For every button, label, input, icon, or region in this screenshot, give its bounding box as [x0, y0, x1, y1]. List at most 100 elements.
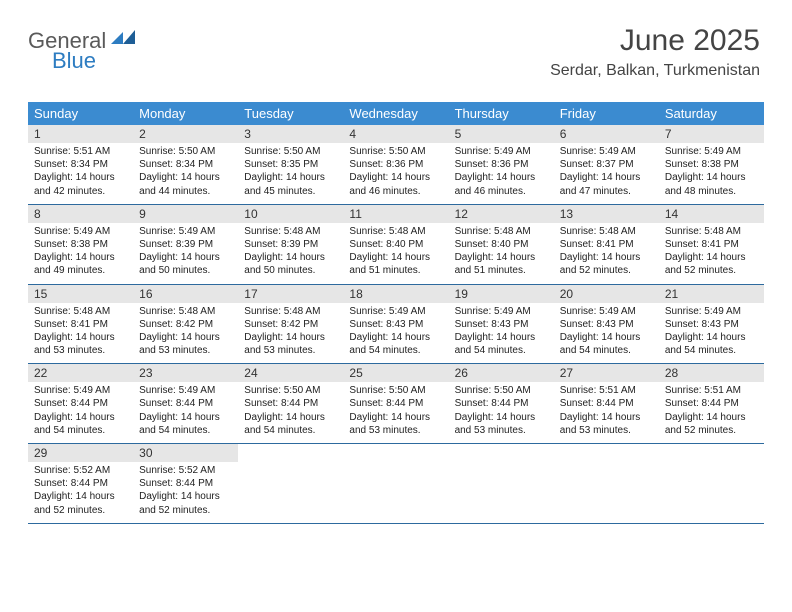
- day-number: 15: [28, 285, 133, 303]
- logo-line2: Blue: [28, 48, 96, 74]
- day-number: 28: [659, 364, 764, 382]
- day-cell: 8Sunrise: 5:49 AMSunset: 8:38 PMDaylight…: [28, 205, 133, 284]
- day-cell: 12Sunrise: 5:48 AMSunset: 8:40 PMDayligh…: [449, 205, 554, 284]
- day-cell: 23Sunrise: 5:49 AMSunset: 8:44 PMDayligh…: [133, 364, 238, 443]
- day-body: Sunrise: 5:48 AMSunset: 8:39 PMDaylight:…: [238, 223, 343, 284]
- day-body: Sunrise: 5:49 AMSunset: 8:43 PMDaylight:…: [449, 303, 554, 364]
- day-body: Sunrise: 5:49 AMSunset: 8:38 PMDaylight:…: [659, 143, 764, 204]
- day-body: Sunrise: 5:48 AMSunset: 8:41 PMDaylight:…: [28, 303, 133, 364]
- day-cell: 29Sunrise: 5:52 AMSunset: 8:44 PMDayligh…: [28, 444, 133, 523]
- day-number: 8: [28, 205, 133, 223]
- day-cell: 16Sunrise: 5:48 AMSunset: 8:42 PMDayligh…: [133, 285, 238, 364]
- day-cell: 5Sunrise: 5:49 AMSunset: 8:36 PMDaylight…: [449, 125, 554, 204]
- dow-cell: Friday: [554, 102, 659, 125]
- day-number: 22: [28, 364, 133, 382]
- day-number: 23: [133, 364, 238, 382]
- dow-cell: Sunday: [28, 102, 133, 125]
- day-body: Sunrise: 5:49 AMSunset: 8:43 PMDaylight:…: [554, 303, 659, 364]
- day-body: Sunrise: 5:52 AMSunset: 8:44 PMDaylight:…: [133, 462, 238, 523]
- logo-flag-icon: [111, 30, 137, 53]
- day-cell: 26Sunrise: 5:50 AMSunset: 8:44 PMDayligh…: [449, 364, 554, 443]
- day-body: Sunrise: 5:49 AMSunset: 8:37 PMDaylight:…: [554, 143, 659, 204]
- day-number: 14: [659, 205, 764, 223]
- day-number: 7: [659, 125, 764, 143]
- day-body: Sunrise: 5:48 AMSunset: 8:42 PMDaylight:…: [133, 303, 238, 364]
- day-number: 25: [343, 364, 448, 382]
- day-cell: 27Sunrise: 5:51 AMSunset: 8:44 PMDayligh…: [554, 364, 659, 443]
- dow-cell: Saturday: [659, 102, 764, 125]
- day-number: 17: [238, 285, 343, 303]
- day-number: 4: [343, 125, 448, 143]
- day-number: 9: [133, 205, 238, 223]
- day-cell: 2Sunrise: 5:50 AMSunset: 8:34 PMDaylight…: [133, 125, 238, 204]
- week-row: 29Sunrise: 5:52 AMSunset: 8:44 PMDayligh…: [28, 444, 764, 524]
- day-number: 13: [554, 205, 659, 223]
- day-body: Sunrise: 5:51 AMSunset: 8:44 PMDaylight:…: [659, 382, 764, 443]
- dow-cell: Thursday: [449, 102, 554, 125]
- day-cell: 15Sunrise: 5:48 AMSunset: 8:41 PMDayligh…: [28, 285, 133, 364]
- day-number: 12: [449, 205, 554, 223]
- day-cell: [554, 444, 659, 523]
- day-cell: 17Sunrise: 5:48 AMSunset: 8:42 PMDayligh…: [238, 285, 343, 364]
- day-cell: [238, 444, 343, 523]
- day-number: 3: [238, 125, 343, 143]
- day-cell: 6Sunrise: 5:49 AMSunset: 8:37 PMDaylight…: [554, 125, 659, 204]
- week-row: 1Sunrise: 5:51 AMSunset: 8:34 PMDaylight…: [28, 125, 764, 205]
- day-body: Sunrise: 5:50 AMSunset: 8:35 PMDaylight:…: [238, 143, 343, 204]
- day-body: Sunrise: 5:49 AMSunset: 8:44 PMDaylight:…: [133, 382, 238, 443]
- day-cell: [659, 444, 764, 523]
- day-number: 30: [133, 444, 238, 462]
- day-number: 19: [449, 285, 554, 303]
- day-cell: 22Sunrise: 5:49 AMSunset: 8:44 PMDayligh…: [28, 364, 133, 443]
- day-cell: [449, 444, 554, 523]
- day-number: 11: [343, 205, 448, 223]
- day-number: 21: [659, 285, 764, 303]
- day-body: Sunrise: 5:49 AMSunset: 8:36 PMDaylight:…: [449, 143, 554, 204]
- header-right: June 2025 Serdar, Balkan, Turkmenistan: [550, 24, 760, 80]
- day-cell: 4Sunrise: 5:50 AMSunset: 8:36 PMDaylight…: [343, 125, 448, 204]
- dow-cell: Tuesday: [238, 102, 343, 125]
- day-body: Sunrise: 5:51 AMSunset: 8:44 PMDaylight:…: [554, 382, 659, 443]
- day-number: 27: [554, 364, 659, 382]
- day-body: Sunrise: 5:52 AMSunset: 8:44 PMDaylight:…: [28, 462, 133, 523]
- day-cell: 1Sunrise: 5:51 AMSunset: 8:34 PMDaylight…: [28, 125, 133, 204]
- day-body: Sunrise: 5:48 AMSunset: 8:42 PMDaylight:…: [238, 303, 343, 364]
- calendar: SundayMondayTuesdayWednesdayThursdayFrid…: [28, 102, 764, 524]
- day-cell: 24Sunrise: 5:50 AMSunset: 8:44 PMDayligh…: [238, 364, 343, 443]
- day-number: 26: [449, 364, 554, 382]
- dow-cell: Wednesday: [343, 102, 448, 125]
- day-cell: 20Sunrise: 5:49 AMSunset: 8:43 PMDayligh…: [554, 285, 659, 364]
- location-text: Serdar, Balkan, Turkmenistan: [550, 62, 760, 80]
- day-number: 6: [554, 125, 659, 143]
- day-body: Sunrise: 5:50 AMSunset: 8:34 PMDaylight:…: [133, 143, 238, 204]
- day-cell: 11Sunrise: 5:48 AMSunset: 8:40 PMDayligh…: [343, 205, 448, 284]
- day-body: Sunrise: 5:48 AMSunset: 8:41 PMDaylight:…: [554, 223, 659, 284]
- day-cell: 3Sunrise: 5:50 AMSunset: 8:35 PMDaylight…: [238, 125, 343, 204]
- dow-cell: Monday: [133, 102, 238, 125]
- week-row: 8Sunrise: 5:49 AMSunset: 8:38 PMDaylight…: [28, 205, 764, 285]
- day-number: 20: [554, 285, 659, 303]
- week-row: 15Sunrise: 5:48 AMSunset: 8:41 PMDayligh…: [28, 285, 764, 365]
- day-number: 16: [133, 285, 238, 303]
- day-cell: [343, 444, 448, 523]
- day-cell: 21Sunrise: 5:49 AMSunset: 8:43 PMDayligh…: [659, 285, 764, 364]
- day-cell: 9Sunrise: 5:49 AMSunset: 8:39 PMDaylight…: [133, 205, 238, 284]
- day-number: 10: [238, 205, 343, 223]
- logo-word-2: Blue: [52, 48, 96, 74]
- dow-row: SundayMondayTuesdayWednesdayThursdayFrid…: [28, 102, 764, 125]
- day-number: 24: [238, 364, 343, 382]
- day-body: Sunrise: 5:50 AMSunset: 8:44 PMDaylight:…: [238, 382, 343, 443]
- day-body: Sunrise: 5:49 AMSunset: 8:39 PMDaylight:…: [133, 223, 238, 284]
- day-body: Sunrise: 5:51 AMSunset: 8:34 PMDaylight:…: [28, 143, 133, 204]
- day-cell: 7Sunrise: 5:49 AMSunset: 8:38 PMDaylight…: [659, 125, 764, 204]
- day-body: Sunrise: 5:50 AMSunset: 8:44 PMDaylight:…: [449, 382, 554, 443]
- day-cell: 18Sunrise: 5:49 AMSunset: 8:43 PMDayligh…: [343, 285, 448, 364]
- week-row: 22Sunrise: 5:49 AMSunset: 8:44 PMDayligh…: [28, 364, 764, 444]
- day-body: Sunrise: 5:50 AMSunset: 8:44 PMDaylight:…: [343, 382, 448, 443]
- day-cell: 14Sunrise: 5:48 AMSunset: 8:41 PMDayligh…: [659, 205, 764, 284]
- day-cell: 25Sunrise: 5:50 AMSunset: 8:44 PMDayligh…: [343, 364, 448, 443]
- day-body: Sunrise: 5:49 AMSunset: 8:38 PMDaylight:…: [28, 223, 133, 284]
- day-body: Sunrise: 5:48 AMSunset: 8:41 PMDaylight:…: [659, 223, 764, 284]
- day-cell: 10Sunrise: 5:48 AMSunset: 8:39 PMDayligh…: [238, 205, 343, 284]
- day-body: Sunrise: 5:48 AMSunset: 8:40 PMDaylight:…: [343, 223, 448, 284]
